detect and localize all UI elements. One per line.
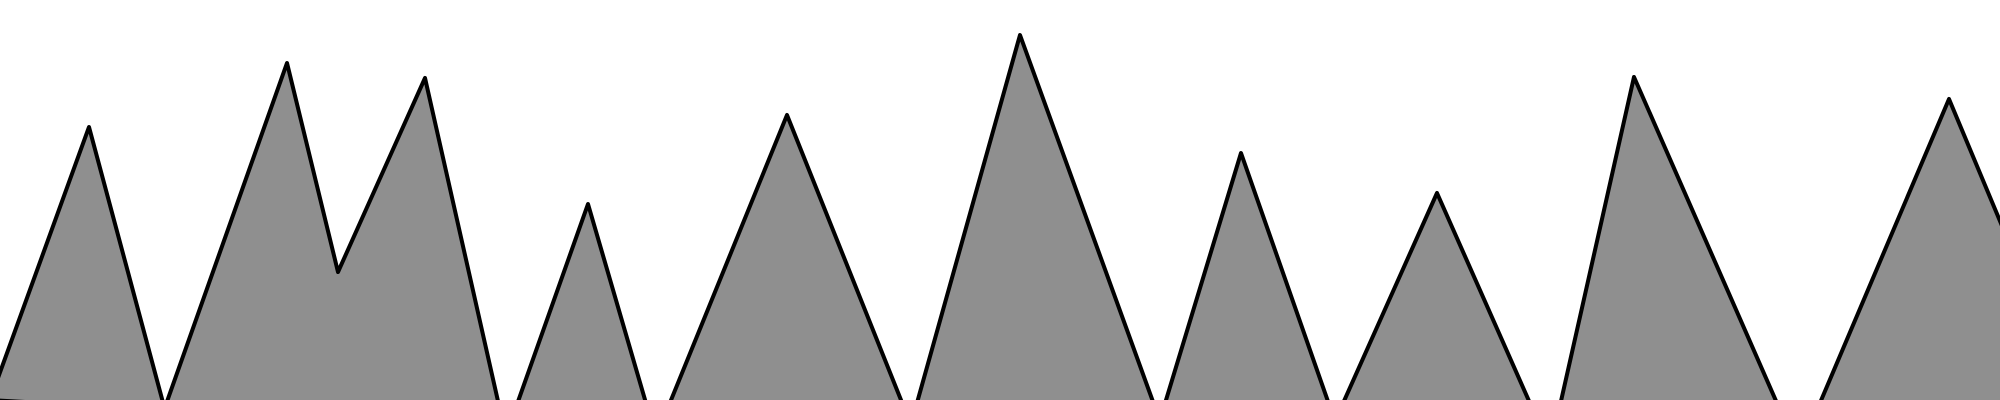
mountain-8	[1559, 75, 1778, 400]
mountain-1	[0, 125, 165, 400]
mountain-7	[1342, 191, 1531, 400]
mountain-9	[1819, 97, 2000, 400]
mountain-2-double-peak	[165, 61, 500, 400]
mountain-5	[915, 33, 1155, 400]
mountain-group	[0, 33, 2000, 400]
mountain-4	[668, 113, 904, 400]
mountain-6	[1163, 151, 1330, 400]
mountain-3	[516, 202, 648, 400]
